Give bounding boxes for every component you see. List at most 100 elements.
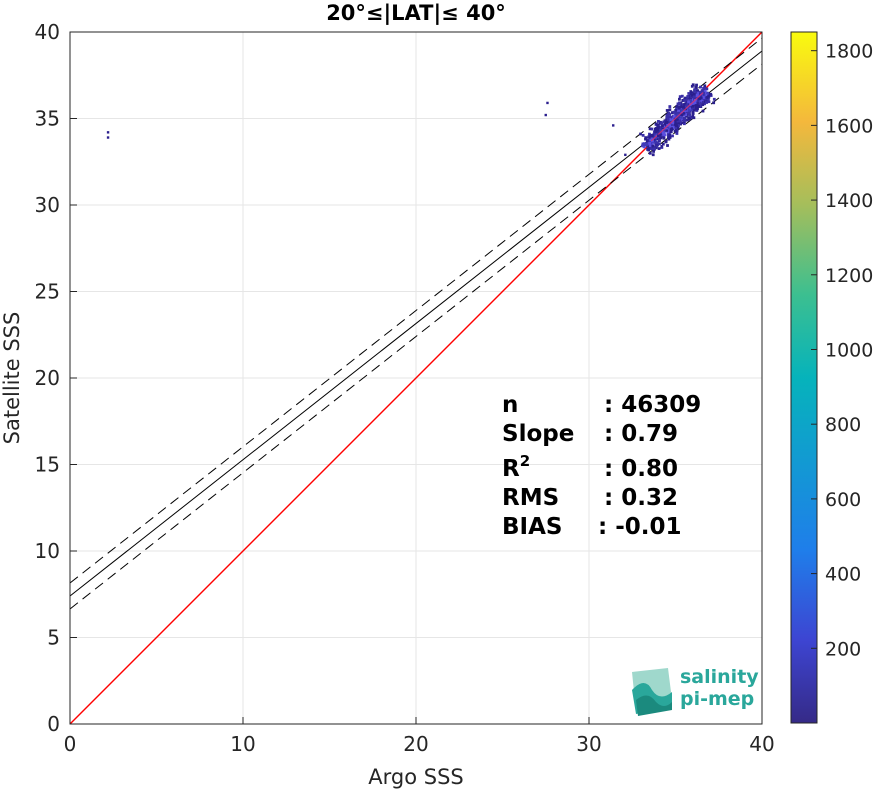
density-cell — [704, 101, 708, 104]
density-cell — [671, 111, 674, 115]
density-cell — [693, 90, 697, 93]
density-cell — [694, 85, 698, 89]
y-tick-label: 15 — [35, 453, 60, 477]
density-cell — [702, 96, 705, 99]
density-cell — [650, 134, 654, 138]
density-cell — [649, 144, 652, 148]
x-axis-label: Argo SSS — [368, 765, 463, 789]
density-cell — [709, 92, 713, 96]
density-cell — [668, 118, 672, 121]
y-tick-label: 25 — [35, 280, 60, 304]
density-cell — [691, 114, 695, 118]
colorbar-tick-label: 800 — [825, 414, 861, 436]
density-cell — [648, 146, 652, 150]
colorbar-tick-label: 1200 — [825, 265, 873, 287]
colorbar-tick-label: 1600 — [825, 115, 873, 137]
density-cell — [648, 127, 652, 131]
density-cell — [666, 144, 669, 147]
density-cell — [659, 129, 662, 132]
density-cell — [656, 123, 660, 127]
data-point — [674, 120, 677, 124]
density-cell — [687, 92, 691, 95]
logo-line1: salinity — [680, 666, 759, 688]
density-cell — [664, 140, 668, 144]
density-cell — [648, 151, 652, 155]
density-cell — [683, 102, 687, 106]
density-cell — [676, 113, 680, 117]
x-tick-label: 0 — [64, 732, 77, 756]
density-cell — [697, 105, 701, 108]
y-tick-label: 10 — [35, 539, 60, 563]
density-cell — [702, 91, 706, 95]
colorbar-tick-label: 1400 — [825, 190, 873, 212]
density-cell — [678, 111, 682, 115]
density-cell — [682, 108, 685, 112]
density-cell — [668, 133, 672, 137]
density-cell — [685, 104, 689, 107]
density-cell — [664, 121, 668, 124]
density-cell — [675, 124, 679, 128]
density-cell — [678, 95, 682, 99]
density-cell — [688, 117, 692, 121]
density-cell — [691, 102, 695, 105]
density-cell — [681, 121, 685, 125]
stat-label-n: n — [502, 392, 518, 418]
density-cell — [662, 136, 666, 140]
density-cell — [678, 119, 682, 123]
density-cell — [700, 89, 704, 92]
density-cell — [698, 102, 702, 105]
density-cell — [665, 109, 669, 112]
density-cell — [692, 108, 696, 112]
plot-layer — [70, 32, 762, 724]
density-cell — [661, 134, 664, 138]
fit-upper-line — [70, 37, 762, 584]
density-cell — [703, 86, 707, 90]
density-cell — [665, 126, 669, 130]
density-cell — [655, 141, 659, 145]
density-cell — [690, 107, 694, 111]
density-cell — [688, 107, 691, 111]
density-cell — [672, 110, 676, 114]
stat-label-slope: Slope — [502, 421, 574, 447]
density-cell — [695, 94, 699, 97]
data-point — [682, 112, 686, 115]
density-cell — [661, 126, 665, 130]
density-cell — [650, 147, 653, 151]
salinity-pi-mep-logo: salinity pi-mep — [632, 666, 759, 716]
density-cell — [695, 109, 699, 112]
stat-label-bias: BIAS — [502, 514, 562, 540]
density-cell — [683, 98, 686, 102]
density-cell — [696, 107, 699, 111]
density-cell — [676, 126, 680, 130]
logo-line2: pi-mep — [680, 688, 754, 710]
density-cell — [657, 147, 661, 150]
density-cell — [668, 113, 672, 116]
density-cell — [689, 115, 693, 119]
x-tick-label: 20 — [403, 732, 428, 756]
fit-lower-line — [70, 63, 762, 610]
data-point — [660, 144, 663, 148]
density-cell — [707, 94, 711, 98]
density-cell — [663, 122, 667, 126]
density-cell — [705, 93, 709, 97]
data-point — [544, 113, 547, 117]
density-cell — [685, 98, 689, 102]
density-cell — [657, 142, 661, 146]
data-point — [665, 129, 669, 132]
density-cell — [659, 133, 663, 137]
density-cell — [654, 146, 658, 150]
density-cell — [650, 143, 654, 147]
density-cell — [691, 83, 695, 87]
density-cell — [701, 109, 705, 113]
density-cell — [696, 91, 699, 95]
density-cell — [668, 121, 672, 124]
density-cell — [668, 105, 672, 108]
colorbar: 200 400 600 800 1000 1200 1400 1600 1800 — [790, 31, 873, 724]
density-cell — [706, 92, 709, 96]
density-cell — [644, 142, 647, 146]
density-cell — [687, 109, 691, 112]
stat-value-bias: : -0.01 — [598, 514, 682, 540]
density-cell — [654, 136, 658, 139]
colorbar-tick-label: 1000 — [825, 339, 873, 361]
density-cell — [652, 150, 655, 153]
